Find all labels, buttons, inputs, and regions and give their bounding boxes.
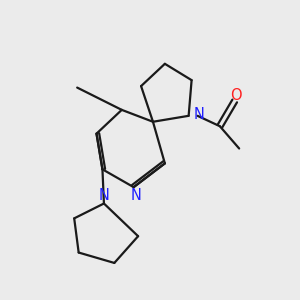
Text: O: O [230,88,242,103]
Text: N: N [194,107,204,122]
Text: N: N [130,188,142,203]
Text: N: N [98,188,110,203]
